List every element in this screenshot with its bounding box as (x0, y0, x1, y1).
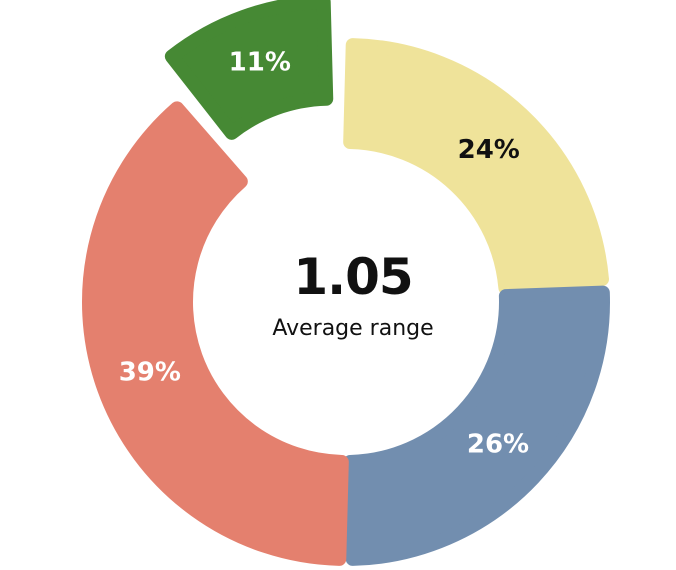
center-value: 1.05 (293, 248, 413, 306)
slice-label-11: 11% (229, 48, 291, 78)
slice-24 (343, 38, 609, 295)
slice-label-26: 26% (467, 430, 529, 460)
slice-26 (343, 285, 610, 566)
slice-39 (82, 101, 349, 566)
center-label: Average range (272, 316, 434, 341)
slice-label-39: 39% (119, 358, 181, 388)
slice-label-24: 24% (458, 135, 520, 165)
slice-11 (164, 0, 334, 140)
